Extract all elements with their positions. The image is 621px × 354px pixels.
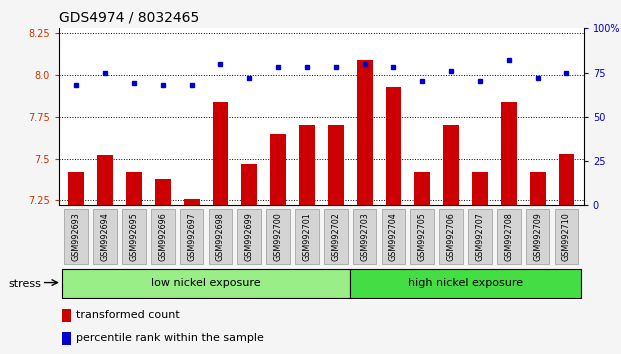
Bar <box>68 172 84 205</box>
Text: GSM992699: GSM992699 <box>245 212 254 261</box>
Text: stress: stress <box>8 279 41 289</box>
Bar <box>180 209 204 263</box>
Text: GSM992702: GSM992702 <box>331 212 340 261</box>
Bar <box>151 209 175 263</box>
Bar <box>61 309 71 322</box>
Bar <box>501 102 517 205</box>
Bar <box>350 269 581 297</box>
Text: GSM992709: GSM992709 <box>533 212 542 261</box>
Bar <box>439 209 463 263</box>
Text: GSM992707: GSM992707 <box>476 212 484 261</box>
Bar <box>122 209 146 263</box>
Bar <box>386 87 401 205</box>
Bar <box>558 154 574 205</box>
Bar <box>295 209 319 263</box>
Bar <box>212 102 229 205</box>
Bar <box>382 209 406 263</box>
Bar <box>97 155 113 205</box>
Text: GSM992701: GSM992701 <box>302 212 312 261</box>
Text: GSM992705: GSM992705 <box>418 212 427 261</box>
Text: GSM992697: GSM992697 <box>187 212 196 261</box>
Bar <box>61 332 71 345</box>
Text: GSM992693: GSM992693 <box>72 212 81 261</box>
Text: GSM992694: GSM992694 <box>101 212 110 261</box>
Bar <box>93 209 117 263</box>
Bar <box>324 209 348 263</box>
Bar <box>270 133 286 205</box>
Text: GSM992710: GSM992710 <box>562 212 571 261</box>
Bar <box>414 172 430 205</box>
Bar <box>242 164 257 205</box>
Bar <box>530 172 545 205</box>
Text: GSM992708: GSM992708 <box>504 212 514 261</box>
Text: GSM992700: GSM992700 <box>274 212 283 261</box>
Text: GSM992698: GSM992698 <box>216 212 225 261</box>
Text: percentile rank within the sample: percentile rank within the sample <box>76 333 264 343</box>
Bar <box>526 209 550 263</box>
Bar <box>126 172 142 205</box>
Bar <box>468 209 492 263</box>
Bar <box>155 179 171 205</box>
Bar <box>472 172 488 205</box>
Bar <box>353 209 376 263</box>
Bar <box>443 125 459 205</box>
Text: high nickel exposure: high nickel exposure <box>408 278 523 287</box>
Bar <box>328 125 343 205</box>
Bar <box>184 199 199 205</box>
Bar <box>266 209 290 263</box>
Text: GSM992696: GSM992696 <box>158 212 167 261</box>
Bar <box>410 209 434 263</box>
Bar <box>356 60 373 205</box>
Bar <box>237 209 261 263</box>
Bar <box>555 209 578 263</box>
Text: GSM992703: GSM992703 <box>360 212 369 261</box>
Text: GDS4974 / 8032465: GDS4974 / 8032465 <box>59 11 199 25</box>
Text: GSM992695: GSM992695 <box>129 212 138 261</box>
Bar <box>299 125 315 205</box>
Bar <box>209 209 232 263</box>
Text: GSM992704: GSM992704 <box>389 212 398 261</box>
Bar <box>62 269 350 297</box>
Text: low nickel exposure: low nickel exposure <box>152 278 261 287</box>
Bar <box>65 209 88 263</box>
Bar <box>497 209 520 263</box>
Text: GSM992706: GSM992706 <box>446 212 456 261</box>
Text: transformed count: transformed count <box>76 310 180 320</box>
